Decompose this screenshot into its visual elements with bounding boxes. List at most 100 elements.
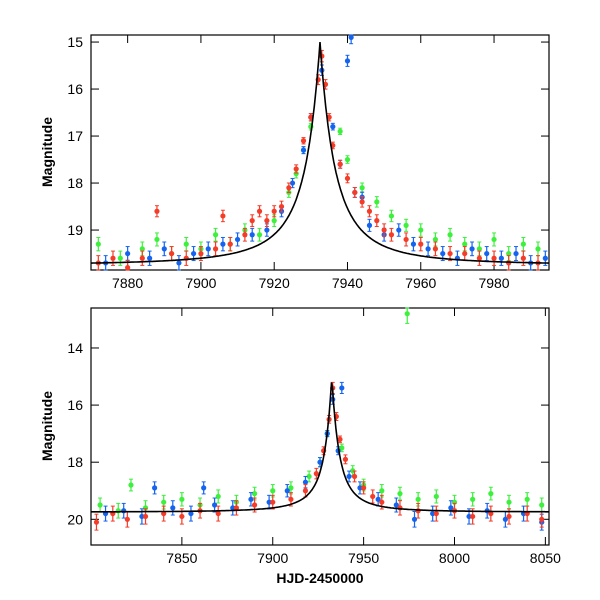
data-point xyxy=(470,508,476,525)
data-point xyxy=(337,435,343,444)
data-point xyxy=(374,214,380,228)
data-point xyxy=(366,205,373,218)
data-point xyxy=(404,307,410,324)
data-point xyxy=(339,381,345,395)
data-point xyxy=(139,508,145,525)
data-point xyxy=(470,492,476,507)
y-tick-label: 16 xyxy=(67,397,83,413)
data-point xyxy=(344,173,351,184)
data-point xyxy=(139,250,145,266)
data-point xyxy=(348,34,354,45)
data-point xyxy=(476,250,482,266)
top-panel: 7880 7900 7920 7940 7960 7980 15 16 17 18 19 Magni… xyxy=(39,34,550,291)
y-tick-label: 18 xyxy=(67,454,83,470)
data-point xyxy=(410,236,417,252)
data-point xyxy=(370,489,376,504)
data-point xyxy=(381,223,387,237)
top-model-curve xyxy=(91,42,549,264)
data-point xyxy=(234,232,241,247)
y-tick-label: 19 xyxy=(67,222,83,238)
data-point xyxy=(425,241,431,257)
data-point xyxy=(388,209,395,223)
data-point xyxy=(388,227,395,242)
x-tick-label: 8000 xyxy=(439,550,470,566)
data-point xyxy=(242,227,248,242)
data-point xyxy=(411,511,418,528)
y-tick-label: 17 xyxy=(67,128,83,144)
data-point xyxy=(306,470,312,483)
data-point xyxy=(313,467,319,480)
data-point xyxy=(317,457,323,468)
data-point xyxy=(286,182,292,194)
data-point xyxy=(179,492,185,507)
data-point xyxy=(502,511,508,528)
data-point xyxy=(102,505,109,522)
data-point xyxy=(359,182,365,194)
data-point xyxy=(542,250,548,266)
data-point xyxy=(264,214,270,228)
data-point xyxy=(448,500,454,516)
data-point xyxy=(125,246,131,262)
data-point xyxy=(418,223,424,237)
data-point xyxy=(230,500,236,516)
data-point xyxy=(161,241,167,257)
data-point xyxy=(488,486,494,501)
data-point xyxy=(170,500,176,516)
data-point xyxy=(535,241,541,257)
data-point xyxy=(161,494,167,510)
x-tick-label: 7900 xyxy=(185,275,216,291)
x-axis-title: HJD-2450000 xyxy=(276,570,363,586)
data-point xyxy=(403,232,409,247)
data-point xyxy=(359,196,365,208)
data-point xyxy=(161,505,167,522)
data-point xyxy=(393,497,399,513)
data-point xyxy=(491,232,497,247)
x-tick-label: 7940 xyxy=(332,275,363,291)
data-point xyxy=(95,236,101,252)
data-point xyxy=(227,236,233,252)
y-tick-label: 15 xyxy=(67,34,83,50)
x-tick-label: 7920 xyxy=(259,275,290,291)
data-point xyxy=(344,54,351,67)
data-point xyxy=(124,511,130,528)
data-point xyxy=(539,497,545,513)
data-point xyxy=(205,241,211,257)
data-point xyxy=(220,209,226,223)
x-tick-label: 8050 xyxy=(530,550,561,566)
x-tick-label: 7950 xyxy=(348,550,379,566)
data-point xyxy=(289,177,296,189)
data-point xyxy=(121,502,127,519)
data-point xyxy=(271,205,277,218)
bottom-ticks: 7850 7900 7950 8000 8050 14 16 18 20 xyxy=(67,308,561,566)
x-tick-label: 7850 xyxy=(166,550,197,566)
y-tick-label: 14 xyxy=(67,340,83,356)
data-point xyxy=(152,481,158,495)
data-point xyxy=(447,246,453,262)
data-point xyxy=(248,492,254,507)
data-point xyxy=(396,223,402,237)
data-point xyxy=(418,236,424,252)
data-point xyxy=(125,259,131,271)
data-point xyxy=(454,250,460,266)
data-point xyxy=(215,505,221,522)
data-point xyxy=(293,164,299,174)
data-point xyxy=(374,196,380,208)
data-point xyxy=(433,489,439,504)
bottom-panel: 7850 7900 7950 8000 8050 14 16 18 20 Magnitude H… xyxy=(39,307,561,586)
data-point xyxy=(212,227,219,242)
y-tick-label: 20 xyxy=(67,511,83,527)
data-point xyxy=(447,227,453,242)
data-point xyxy=(169,246,175,262)
data-point xyxy=(462,246,468,262)
data-point xyxy=(110,250,116,266)
data-point xyxy=(403,218,409,232)
data-point xyxy=(524,505,530,522)
data-point xyxy=(524,492,530,507)
data-point xyxy=(147,250,153,266)
x-tick-label: 7960 xyxy=(405,275,436,291)
data-point xyxy=(128,478,134,492)
x-tick-label: 7900 xyxy=(257,550,288,566)
data-point xyxy=(300,146,307,155)
data-point xyxy=(201,481,207,495)
x-tick-label: 7880 xyxy=(112,275,143,291)
